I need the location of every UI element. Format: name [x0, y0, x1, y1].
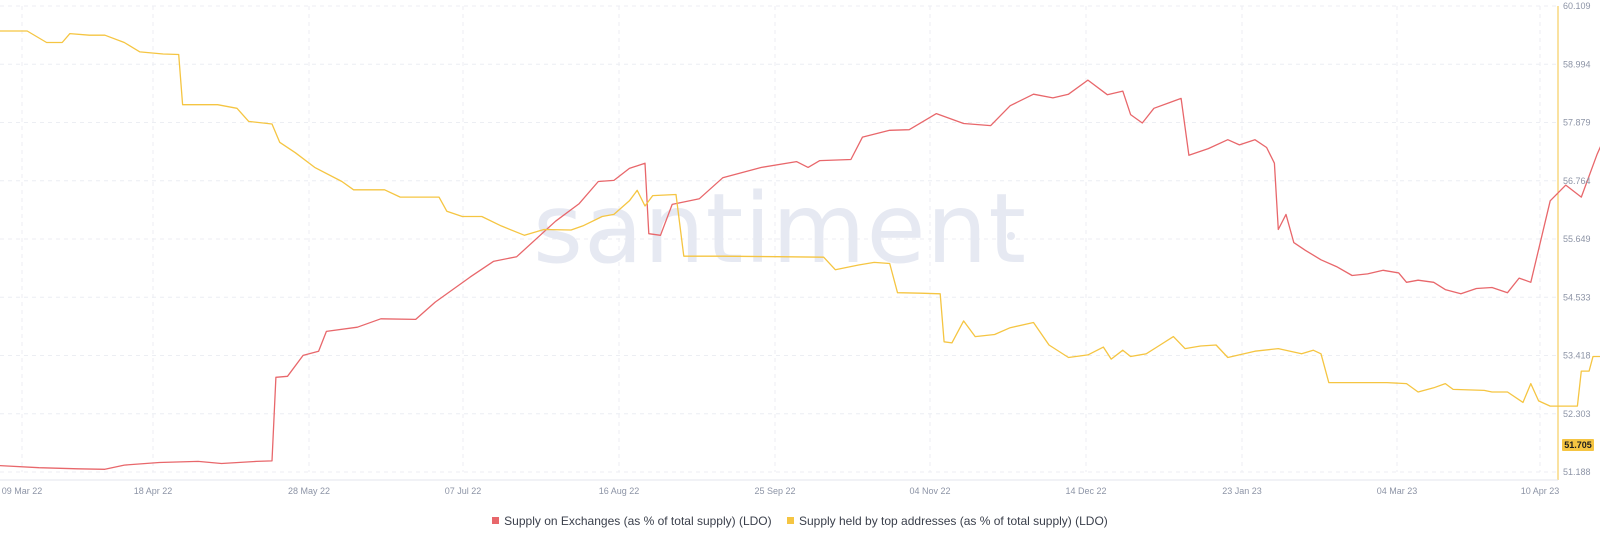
legend-label-top-addresses: Supply held by top addresses (as % of to…: [798, 513, 1108, 528]
x-tick-label: 25 Sep 22: [754, 486, 795, 496]
y-tick-label: 53.418: [1563, 351, 1591, 361]
watermark-dot-right: [1007, 232, 1015, 240]
y-tick-label: 58.994: [1563, 59, 1591, 69]
series-layer: [0, 30, 1600, 470]
watermark-dot-left: [600, 232, 608, 240]
y-tick-label: 51.188: [1563, 467, 1591, 477]
last-value-badge-text: 51.705: [1564, 440, 1592, 450]
y-axis-ticks: 60.109 58.994 57.879 56.764 55.649 54.533 53.4…: [1563, 1, 1591, 477]
legend-swatch-exchanges: [492, 517, 500, 524]
x-tick-label: 18 Apr 22: [134, 486, 173, 496]
y-tick-label: 55.649: [1563, 234, 1591, 244]
x-tick-label: 16 Aug 22: [599, 486, 640, 496]
last-value-badge: 51.705: [1562, 439, 1594, 451]
x-tick-label: 09 Mar 22: [2, 486, 43, 496]
x-tick-label: 04 Mar 23: [1377, 486, 1418, 496]
x-tick-label: 14 Dec 22: [1065, 486, 1106, 496]
y-tick-label: 57.879: [1563, 118, 1591, 128]
legend: Supply on Exchanges (as % of total suppl…: [0, 513, 1600, 528]
y-tick-label: 54.533: [1563, 292, 1591, 302]
x-tick-label: 04 Nov 22: [909, 486, 950, 496]
y-tick-label: 56.764: [1563, 176, 1591, 186]
watermark: santiment: [533, 173, 1027, 285]
legend-label-exchanges: Supply on Exchanges (as % of total suppl…: [504, 513, 772, 528]
x-tick-label: 10 Apr 23: [1521, 486, 1560, 496]
y-tick-label: 52.303: [1563, 409, 1591, 419]
last-value-badge-bg: [1562, 439, 1594, 451]
legend-swatch-top-addresses: [786, 517, 794, 524]
legend-item-top-addresses[interactable]: Supply held by top addresses (as % of to…: [786, 513, 1108, 528]
series-line-supply-top-addresses: [0, 30, 1600, 407]
y-tick-label: 60.109: [1563, 1, 1591, 11]
legend-item-exchanges[interactable]: Supply on Exchanges (as % of total suppl…: [492, 513, 772, 528]
series-line-supply-on-exchanges: [0, 79, 1600, 470]
x-tick-label: 23 Jan 23: [1222, 486, 1262, 496]
x-tick-label: 28 May 22: [288, 486, 330, 496]
x-axis-ticks: 09 Mar 22 18 Apr 22 28 May 22 07 Jul 22 16 A…: [2, 486, 1560, 496]
x-tick-label: 07 Jul 22: [445, 486, 482, 496]
